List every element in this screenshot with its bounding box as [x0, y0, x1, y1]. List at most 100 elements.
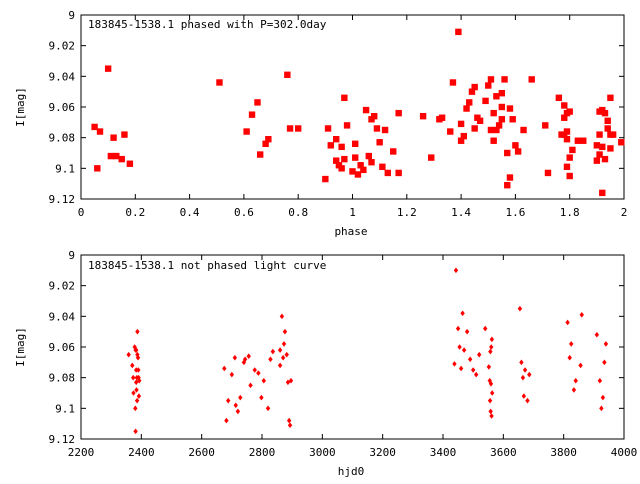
- unphased-data-point: [270, 348, 276, 355]
- phased-data-point: [544, 169, 552, 177]
- unphased-x-tick-label: 3800: [550, 446, 577, 459]
- phased-data-point: [599, 189, 606, 197]
- unphased-data-point: [458, 365, 464, 372]
- unphased-data-point: [567, 354, 572, 361]
- unphased-x-tick-label: 2600: [188, 446, 215, 459]
- phased-data-point: [333, 157, 340, 164]
- phased-y-tick-label: 9.06: [49, 101, 76, 114]
- phased-data-point: [471, 125, 478, 132]
- unphased-data-point: [134, 387, 139, 393]
- unphased-y-tick-label: 9.12: [49, 433, 76, 446]
- phased-data-point: [604, 117, 611, 124]
- phased-data-point: [593, 157, 601, 164]
- unphased-data-point: [600, 394, 606, 401]
- phased-data-point: [248, 111, 256, 118]
- phased-data-point: [360, 166, 367, 174]
- unphased-data-point: [222, 365, 227, 372]
- phased-data-point: [349, 168, 356, 175]
- unphased-data-point: [133, 405, 138, 412]
- phased-data-point: [468, 88, 476, 95]
- phased-data-point: [509, 116, 516, 123]
- unphased-data-point: [453, 267, 459, 274]
- unphased-data-point: [136, 374, 141, 381]
- unphased-data-point: [268, 356, 273, 363]
- unphased-plot-title: 183845-1538.1 not phased light curve: [88, 259, 326, 272]
- phased-data-point: [596, 131, 603, 138]
- unphased-data-point: [279, 313, 285, 320]
- unphased-x-tick-label: 3600: [490, 446, 517, 459]
- phased-data-point: [357, 162, 364, 169]
- phased-data-point: [601, 109, 609, 117]
- unphased-data-point: [527, 371, 532, 378]
- unphased-data-point: [483, 325, 488, 332]
- unphased-data-point: [284, 351, 289, 358]
- unphased-x-tick-label: 2400: [128, 446, 155, 459]
- phased-data-point: [563, 136, 571, 143]
- phased-data-point: [362, 106, 370, 114]
- phased-data-point: [284, 71, 291, 78]
- phased-data-point: [113, 152, 120, 160]
- phased-data-point: [607, 94, 614, 101]
- phased-data-point: [504, 182, 511, 189]
- unphased-x-tick-label: 2200: [68, 446, 95, 459]
- unphased-data-point: [461, 347, 467, 353]
- phased-data-point: [381, 126, 389, 134]
- phased-data-point: [574, 137, 582, 144]
- phased-data-point: [487, 76, 495, 83]
- phased-x-tick-label: 1: [349, 206, 356, 219]
- unphased-data-point: [489, 344, 494, 350]
- unphased-data-point: [521, 393, 527, 399]
- phased-x-tick-label: 1.4: [451, 206, 471, 219]
- phased-data-point: [566, 172, 573, 180]
- phased-data-point: [506, 174, 514, 181]
- phased-y-axis-label: I[mag]: [14, 87, 27, 127]
- unphased-data-point: [489, 413, 494, 419]
- phased-data-point: [501, 76, 508, 83]
- unphased-data-point: [246, 353, 251, 359]
- unphased-data-point: [229, 371, 235, 378]
- unphased-data-point: [525, 397, 530, 404]
- unphased-data-point: [594, 331, 600, 338]
- unphased-data-point: [578, 362, 583, 369]
- phased-data-point: [520, 126, 527, 134]
- phased-x-tick-label: 1.2: [397, 206, 417, 219]
- unphased-data-point: [261, 377, 267, 384]
- unphased-data-point: [519, 359, 524, 366]
- unphased-data-point: [130, 362, 135, 369]
- unphased-data-point: [455, 325, 461, 332]
- phased-data-point: [580, 137, 587, 144]
- phased-data-point: [490, 109, 497, 117]
- phased-data-point: [487, 126, 495, 134]
- phased-data-point: [352, 140, 359, 147]
- phased-x-tick-label: 0.4: [180, 206, 200, 219]
- unphased-y-axis-label: I[mag]: [14, 327, 27, 367]
- unphased-data-point: [135, 351, 140, 358]
- phased-data-point: [373, 125, 381, 132]
- unphased-data-point: [137, 377, 142, 384]
- phased-data-point: [338, 143, 345, 151]
- phased-data-point: [118, 155, 125, 163]
- phased-data-point: [449, 79, 457, 86]
- phased-data-point: [604, 125, 611, 132]
- phased-data-point: [338, 165, 345, 172]
- unphased-light-curve-panel: 2200 2400 2600 2800 3000 3200 3400 3600 3800 4000…: [14, 249, 637, 478]
- phased-y-tick-label: 9.04: [49, 70, 76, 83]
- phased-data-point: [265, 136, 272, 143]
- phased-data-point: [216, 79, 223, 86]
- phased-data-point: [471, 83, 478, 91]
- phased-data-point: [94, 165, 101, 172]
- phased-data-point: [466, 99, 473, 106]
- unphased-data-point: [277, 347, 283, 353]
- unphased-data-points: [126, 267, 609, 435]
- unphased-data-point: [473, 371, 479, 378]
- phased-data-point: [243, 128, 250, 135]
- unphased-x-tick-label: 3200: [369, 446, 396, 459]
- unphased-data-point: [603, 341, 609, 347]
- phased-data-point: [498, 103, 506, 111]
- unphased-data-point: [136, 367, 141, 373]
- phased-x-tick-label: 0.8: [288, 206, 308, 219]
- unphased-data-point: [282, 328, 288, 335]
- phased-data-point: [322, 175, 329, 183]
- phased-x-tick-label: 1.8: [560, 206, 580, 219]
